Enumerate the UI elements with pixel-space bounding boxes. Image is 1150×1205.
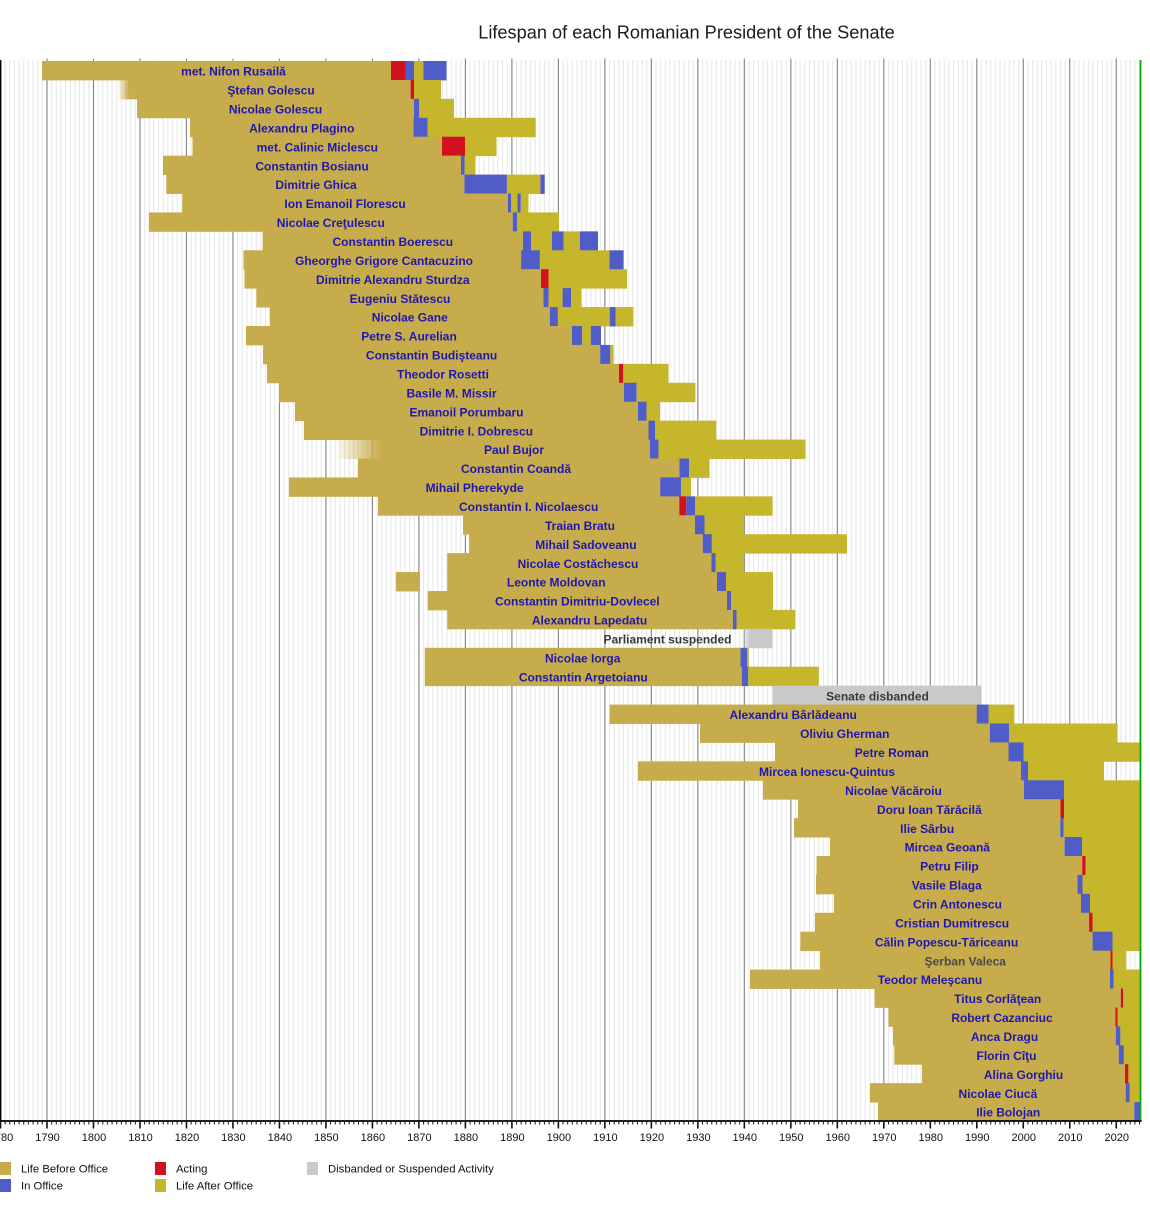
svg-text:Traian Bratu: Traian Bratu bbox=[545, 519, 615, 533]
svg-text:2020: 2020 bbox=[1105, 1132, 1129, 1144]
svg-text:1900: 1900 bbox=[547, 1132, 571, 1144]
svg-text:Ilie Bolojan: Ilie Bolojan bbox=[976, 1106, 1040, 1120]
svg-text:Disbanded or Suspended Activit: Disbanded or Suspended Activity bbox=[328, 1164, 494, 1176]
svg-text:Leonte Moldovan: Leonte Moldovan bbox=[507, 576, 606, 590]
svg-text:Robert Cazanciuc: Robert Cazanciuc bbox=[951, 1011, 1053, 1025]
svg-text:Constantin Budişteanu: Constantin Budişteanu bbox=[366, 349, 497, 363]
svg-text:Nicolae Ciucă: Nicolae Ciucă bbox=[959, 1087, 1038, 1101]
svg-text:Life Before Office: Life Before Office bbox=[21, 1164, 108, 1176]
svg-text:Emanoil Porumbaru: Emanoil Porumbaru bbox=[409, 405, 523, 419]
svg-text:1810: 1810 bbox=[128, 1132, 152, 1144]
svg-text:Constantin Dimitriu-Dovlecel: Constantin Dimitriu-Dovlecel bbox=[495, 595, 660, 609]
svg-text:Petre S. Aurelian: Petre S. Aurelian bbox=[361, 330, 457, 344]
svg-text:Alina Gorghiu: Alina Gorghiu bbox=[984, 1068, 1063, 1082]
svg-text:In Office: In Office bbox=[21, 1181, 63, 1193]
svg-text:Constantin I. Nicolaescu: Constantin I. Nicolaescu bbox=[459, 500, 598, 514]
svg-text:1800: 1800 bbox=[82, 1132, 106, 1144]
svg-text:Dimitrie Ghica: Dimitrie Ghica bbox=[275, 178, 357, 192]
svg-text:2000: 2000 bbox=[1012, 1132, 1036, 1144]
svg-text:Nicolae Costăchescu: Nicolae Costăchescu bbox=[518, 557, 639, 571]
svg-text:1970: 1970 bbox=[872, 1132, 896, 1144]
svg-text:Eugeniu Stătescu: Eugeniu Stătescu bbox=[350, 292, 451, 306]
svg-text:Constantin Bosianu: Constantin Bosianu bbox=[255, 159, 368, 173]
svg-text:Nicolae Creţulescu: Nicolae Creţulescu bbox=[277, 216, 385, 230]
svg-text:1870: 1870 bbox=[407, 1132, 431, 1144]
svg-text:met. Calinic Miclescu: met. Calinic Miclescu bbox=[257, 140, 378, 154]
svg-text:1830: 1830 bbox=[221, 1132, 245, 1144]
svg-text:Mircea Ionescu-Quintus: Mircea Ionescu-Quintus bbox=[759, 765, 895, 779]
svg-text:Dimitrie Alexandru Sturdza: Dimitrie Alexandru Sturdza bbox=[316, 273, 470, 287]
svg-text:Lifespan of each Romanian Pres: Lifespan of each Romanian President of t… bbox=[478, 23, 895, 43]
svg-text:1840: 1840 bbox=[268, 1132, 292, 1144]
svg-text:1990: 1990 bbox=[965, 1132, 989, 1144]
svg-text:1890: 1890 bbox=[500, 1132, 524, 1144]
svg-text:1920: 1920 bbox=[640, 1132, 664, 1144]
svg-text:met. Nifon Rusailă: met. Nifon Rusailă bbox=[181, 65, 286, 79]
svg-text:Alexandru Bârlădeanu: Alexandru Bârlădeanu bbox=[730, 708, 857, 722]
svg-text:Petru Filip: Petru Filip bbox=[920, 860, 979, 874]
svg-text:1960: 1960 bbox=[826, 1132, 850, 1144]
svg-text:Ilie Sârbu: Ilie Sârbu bbox=[900, 822, 954, 836]
svg-text:Şerban Valeca: Şerban Valeca bbox=[925, 954, 1007, 968]
svg-text:1930: 1930 bbox=[686, 1132, 710, 1144]
svg-text:Crin Antonescu: Crin Antonescu bbox=[913, 898, 1002, 912]
svg-text:Paul Bujor: Paul Bujor bbox=[484, 443, 544, 457]
svg-text:Gheorghe Grigore Cantacuzino: Gheorghe Grigore Cantacuzino bbox=[295, 254, 473, 268]
svg-text:Constantin Boerescu: Constantin Boerescu bbox=[332, 235, 453, 249]
svg-text:Life After Office: Life After Office bbox=[176, 1181, 253, 1193]
svg-text:Mihail Sadoveanu: Mihail Sadoveanu bbox=[535, 538, 636, 552]
svg-text:Nicolae Văcăroiu: Nicolae Văcăroiu bbox=[845, 784, 942, 798]
svg-text:Basile M. Missir: Basile M. Missir bbox=[406, 386, 496, 400]
svg-text:Mihail Pherekyde: Mihail Pherekyde bbox=[426, 481, 524, 495]
svg-text:Dimitrie I. Dobrescu: Dimitrie I. Dobrescu bbox=[420, 424, 533, 438]
svg-text:Parliament suspended: Parliament suspended bbox=[603, 633, 731, 647]
svg-text:Florin Cîţu: Florin Cîţu bbox=[977, 1049, 1037, 1063]
svg-text:Nicolae Golescu: Nicolae Golescu bbox=[229, 103, 322, 117]
svg-text:1880: 1880 bbox=[454, 1132, 478, 1144]
svg-text:Ion Emanoil Florescu: Ion Emanoil Florescu bbox=[284, 197, 405, 211]
svg-text:Nicolae Iorga: Nicolae Iorga bbox=[545, 651, 621, 665]
svg-text:1850: 1850 bbox=[314, 1132, 338, 1144]
svg-text:1950: 1950 bbox=[779, 1132, 803, 1144]
svg-text:Teodor Meleşcanu: Teodor Meleşcanu bbox=[878, 973, 982, 987]
svg-text:Mircea Geoană: Mircea Geoană bbox=[905, 841, 991, 855]
svg-text:Nicolae Gane: Nicolae Gane bbox=[372, 311, 448, 325]
svg-text:Theodor Rosetti: Theodor Rosetti bbox=[397, 368, 489, 382]
svg-text:1790: 1790 bbox=[35, 1132, 59, 1144]
svg-text:1910: 1910 bbox=[593, 1132, 617, 1144]
svg-text:Alexandru Plagino: Alexandru Plagino bbox=[249, 121, 354, 135]
svg-text:1860: 1860 bbox=[361, 1132, 385, 1144]
svg-text:Titus Corlăţean: Titus Corlăţean bbox=[954, 992, 1041, 1006]
svg-text:Petre Roman: Petre Roman bbox=[855, 746, 929, 760]
svg-text:Acting: Acting bbox=[176, 1164, 207, 1176]
svg-text:Senate disbanded: Senate disbanded bbox=[826, 689, 929, 703]
svg-text:1980: 1980 bbox=[919, 1132, 943, 1144]
svg-text:Vasile Blaga: Vasile Blaga bbox=[912, 879, 982, 893]
svg-text:Ştefan Golescu: Ştefan Golescu bbox=[227, 84, 314, 98]
svg-text:Constantin Coandă: Constantin Coandă bbox=[461, 462, 571, 476]
svg-text:2010: 2010 bbox=[1058, 1132, 1082, 1144]
svg-text:1940: 1940 bbox=[733, 1132, 757, 1144]
svg-text:Anca Dragu: Anca Dragu bbox=[971, 1030, 1038, 1044]
svg-text:Călin Popescu-Tăriceanu: Călin Popescu-Tăriceanu bbox=[875, 935, 1018, 949]
svg-text:Constantin Argetoianu: Constantin Argetoianu bbox=[519, 670, 648, 684]
svg-text:Alexandru Lapedatu: Alexandru Lapedatu bbox=[532, 614, 647, 628]
svg-text:1820: 1820 bbox=[175, 1132, 199, 1144]
svg-text:Cristian Dumitrescu: Cristian Dumitrescu bbox=[895, 916, 1009, 930]
svg-text:1780: 1780 bbox=[0, 1132, 13, 1144]
svg-text:Oliviu Gherman: Oliviu Gherman bbox=[800, 727, 889, 741]
svg-text:Doru Ioan Tărăcilă: Doru Ioan Tărăcilă bbox=[877, 803, 982, 817]
